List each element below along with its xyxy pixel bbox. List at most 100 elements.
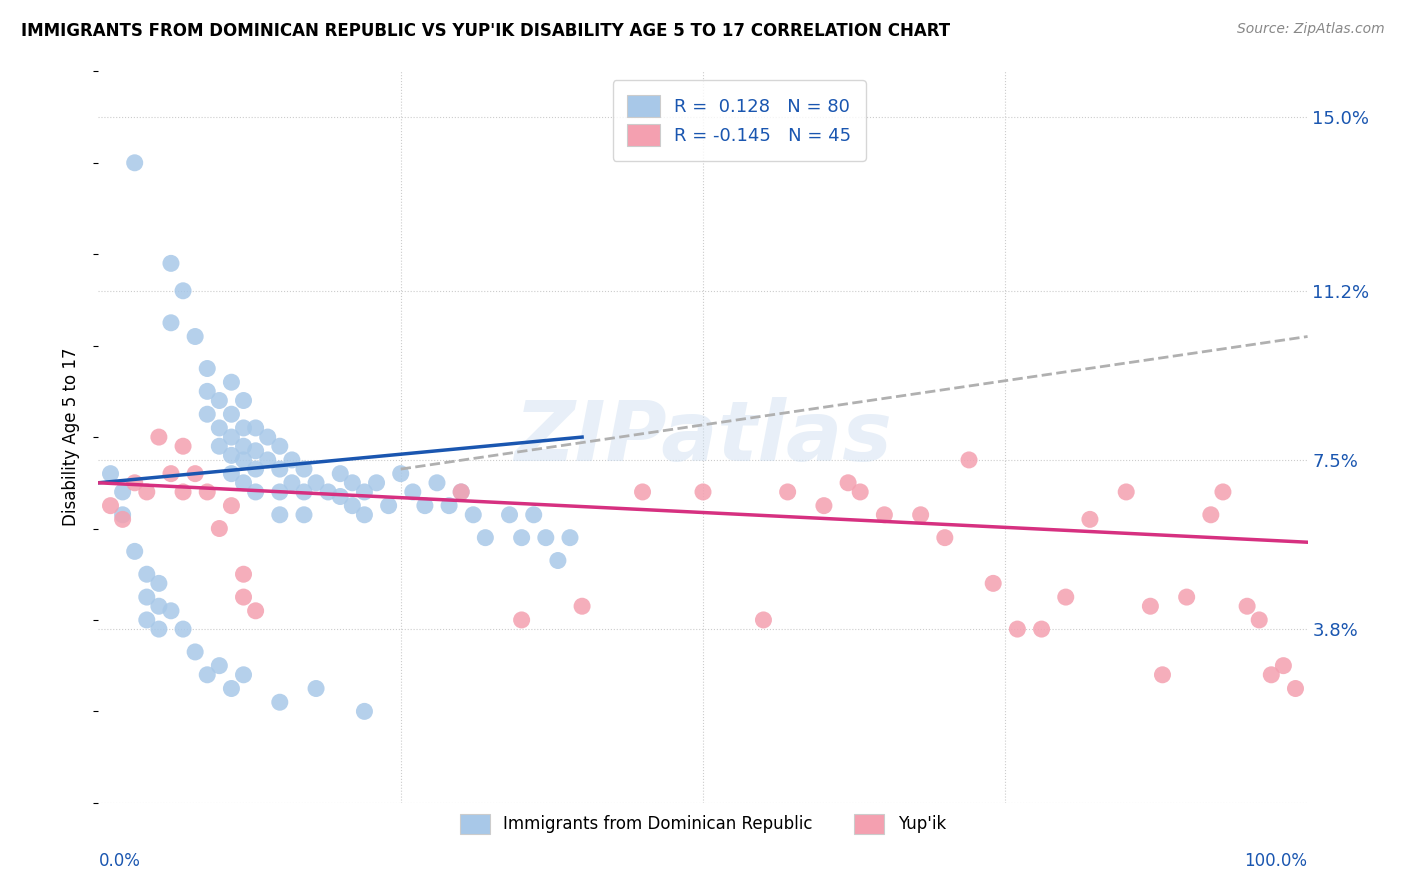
Point <box>232 590 254 604</box>
Point <box>463 508 485 522</box>
Point <box>873 508 896 522</box>
Point <box>232 453 254 467</box>
Point <box>426 475 449 490</box>
Point <box>172 622 194 636</box>
Point <box>232 421 254 435</box>
Point <box>160 467 183 481</box>
Point <box>1236 599 1258 614</box>
Point <box>124 475 146 490</box>
Point <box>1054 590 1077 604</box>
Point <box>111 512 134 526</box>
Legend: Immigrants from Dominican Republic, Yup'ik: Immigrants from Dominican Republic, Yup'… <box>449 802 957 846</box>
Point <box>631 485 654 500</box>
Point <box>692 485 714 500</box>
Point <box>232 439 254 453</box>
Point <box>292 508 315 522</box>
Point <box>124 155 146 169</box>
Point <box>135 485 157 500</box>
Text: ZIPatlas: ZIPatlas <box>515 397 891 477</box>
Point <box>269 439 291 453</box>
Point <box>523 508 546 522</box>
Point <box>245 604 267 618</box>
Point <box>1007 622 1029 636</box>
Point <box>981 576 1004 591</box>
Point <box>437 499 460 513</box>
Point <box>208 393 231 408</box>
Point <box>474 531 496 545</box>
Point <box>269 462 291 476</box>
Point <box>1199 508 1222 522</box>
Point <box>353 705 375 719</box>
Point <box>148 576 170 591</box>
Text: IMMIGRANTS FROM DOMINICAN REPUBLIC VS YUP'IK DISABILITY AGE 5 TO 17 CORRELATION : IMMIGRANTS FROM DOMINICAN REPUBLIC VS YU… <box>21 22 950 40</box>
Point <box>184 645 207 659</box>
Point <box>184 467 207 481</box>
Text: Source: ZipAtlas.com: Source: ZipAtlas.com <box>1237 22 1385 37</box>
Point <box>135 567 157 582</box>
Point <box>1272 658 1295 673</box>
Point <box>195 667 218 681</box>
Point <box>135 590 157 604</box>
Point <box>413 499 436 513</box>
Point <box>221 430 243 444</box>
Point <box>1115 485 1137 500</box>
Point <box>148 430 170 444</box>
Point <box>910 508 932 522</box>
Point <box>245 462 267 476</box>
Point <box>450 485 472 500</box>
Point <box>245 485 267 500</box>
Point <box>172 284 194 298</box>
Point <box>195 361 218 376</box>
Point <box>510 613 533 627</box>
Point <box>208 521 231 535</box>
Point <box>547 553 569 567</box>
Point <box>221 499 243 513</box>
Point <box>208 658 231 673</box>
Point <box>195 384 218 399</box>
Point <box>208 439 231 453</box>
Point <box>281 453 304 467</box>
Point <box>232 667 254 681</box>
Point <box>329 490 352 504</box>
Point <box>256 453 278 467</box>
Point <box>148 599 170 614</box>
Point <box>135 613 157 627</box>
Point <box>402 485 425 500</box>
Point <box>221 681 243 696</box>
Point <box>245 443 267 458</box>
Point <box>389 467 412 481</box>
Point <box>100 467 122 481</box>
Point <box>1260 667 1282 681</box>
Point <box>221 449 243 463</box>
Point <box>160 604 183 618</box>
Point <box>776 485 799 500</box>
Point <box>510 531 533 545</box>
Point <box>316 485 339 500</box>
Point <box>172 485 194 500</box>
Point <box>172 439 194 453</box>
Point <box>292 462 315 476</box>
Point <box>934 531 956 545</box>
Point <box>837 475 859 490</box>
Point <box>124 544 146 558</box>
Point <box>269 695 291 709</box>
Point <box>305 681 328 696</box>
Point <box>100 499 122 513</box>
Point <box>498 508 520 522</box>
Point <box>221 467 243 481</box>
Point <box>450 485 472 500</box>
Point <box>329 467 352 481</box>
Point <box>232 475 254 490</box>
Point <box>353 508 375 522</box>
Point <box>353 485 375 500</box>
Point <box>1249 613 1271 627</box>
Point <box>1175 590 1198 604</box>
Point <box>292 485 315 500</box>
Point <box>534 531 557 545</box>
Point <box>195 407 218 421</box>
Point <box>366 475 388 490</box>
Point <box>849 485 872 500</box>
Point <box>281 475 304 490</box>
Text: 0.0%: 0.0% <box>98 852 141 870</box>
Point <box>342 475 364 490</box>
